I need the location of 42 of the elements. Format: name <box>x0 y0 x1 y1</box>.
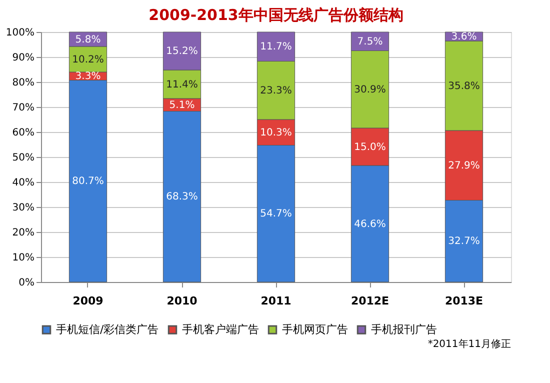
data-label: 54.7% <box>260 208 292 220</box>
data-label: 3.6% <box>451 32 477 42</box>
data-label: 5.1% <box>169 100 195 111</box>
y-tick-label: 60% <box>12 128 34 138</box>
y-tick-label: 40% <box>12 178 34 188</box>
x-tick-label: 2011 <box>260 294 292 308</box>
data-label: 27.9% <box>448 160 480 172</box>
data-label: 5.8% <box>75 34 101 46</box>
y-tick-label: 20% <box>12 228 34 238</box>
text: *2011年11月修正 <box>428 338 511 350</box>
legend-label: 手机网页广告 <box>282 322 348 336</box>
x-tick-label: 2013E <box>444 294 484 308</box>
data-label: 30.9% <box>354 84 386 96</box>
x-tick-label: 2010 <box>166 294 198 308</box>
data-label: 32.7% <box>448 236 480 248</box>
y-tick-label: 0% <box>18 278 34 288</box>
data-label: 23.3% <box>260 85 292 96</box>
data-label: 80.7% <box>72 176 104 188</box>
data-label: 10.2% <box>72 54 104 66</box>
y-tick-label: 70% <box>12 102 34 114</box>
y-tick-label: 90% <box>12 52 34 64</box>
data-label: 3.3% <box>75 71 101 82</box>
data-label: 46.6% <box>354 218 386 230</box>
legend-label: 手机报刊广告 <box>371 322 437 336</box>
data-label: 11.4% <box>166 79 198 90</box>
data-label: 10.3% <box>260 127 292 138</box>
y-tick-label: 100% <box>6 28 34 38</box>
data-label: 15.0% <box>354 142 386 153</box>
y-tick-label: 30% <box>12 202 34 214</box>
legend-label: 手机短信/彩信类广告 <box>56 322 159 336</box>
y-tick-label: 50% <box>12 152 34 164</box>
y-tick-label: 80% <box>12 78 34 88</box>
data-label: 11.7% <box>260 42 292 53</box>
x-tick-label: 2009 <box>72 294 104 308</box>
legend-label: 手机客户端广告 <box>182 322 259 336</box>
x-tick-label: 2012E <box>350 294 390 308</box>
data-label: 15.2% <box>166 46 198 57</box>
data-label: 7.5% <box>357 36 383 48</box>
y-tick-label: 10% <box>12 252 34 264</box>
data-label: 68.3% <box>166 192 198 203</box>
data-label: 35.8% <box>448 80 480 92</box>
chart-title: 2009-2013年中国无线广告份额结构 <box>148 6 404 24</box>
